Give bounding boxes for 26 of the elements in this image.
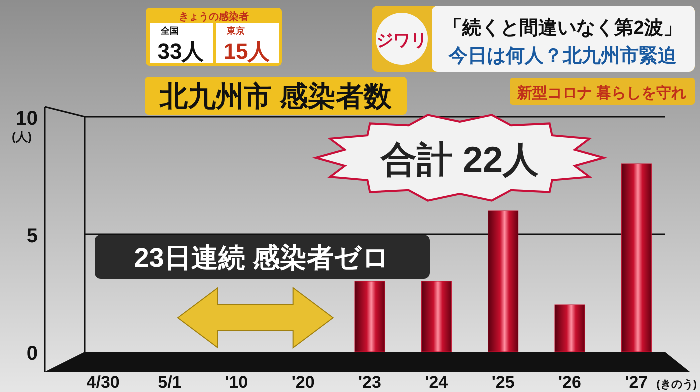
x-tick-label: 5/1 (158, 373, 182, 392)
x-tick-label: 4/30 (86, 373, 120, 392)
x-tick-label: '27 (625, 373, 648, 392)
x-tick-label: '24 (425, 373, 449, 392)
text: ジワリ (376, 31, 428, 50)
x-tick-label: '10 (225, 373, 248, 392)
y-tick-label: 0 (26, 343, 38, 365)
y-axis-title: (人) (12, 130, 32, 144)
text: 「続くと間違いなく第2波」 (444, 17, 682, 39)
text: 全国 (160, 26, 179, 36)
text: 新型コロナ 暮らしを守れ (516, 84, 687, 102)
text: 東京 (226, 26, 245, 36)
text: きょうの感染者 (179, 11, 249, 23)
x-tick-label: '25 (492, 373, 515, 392)
text: 今日は何人？北九州市緊迫 (448, 45, 678, 67)
chart-title: 北九州市 感染者数 (159, 81, 393, 112)
x-tick-label: '26 (558, 373, 582, 392)
text: 15人 (224, 39, 272, 64)
annotation: 合計 22人 (380, 139, 540, 180)
annotation: 23日連続 感染者ゼロ (134, 243, 390, 273)
text: 33人 (158, 39, 206, 64)
x-tick-label: '20 (292, 373, 315, 392)
y-tick-label: 5 (26, 226, 38, 248)
x-tick-label: '23 (358, 373, 382, 392)
y-tick-label: 10 (16, 108, 38, 130)
text: (きのう) (656, 379, 698, 391)
